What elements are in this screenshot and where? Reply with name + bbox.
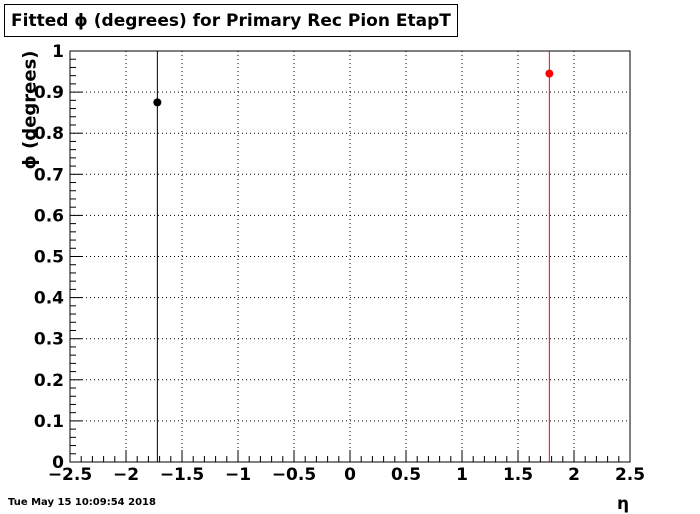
x-axis-label: η — [617, 494, 630, 514]
y-tick-label: 0.5 — [34, 248, 64, 268]
y-tick-label: 1 — [52, 42, 64, 62]
x-tick-label: 0.5 — [391, 465, 421, 485]
timestamp: Tue May 15 10:09:54 2018 — [8, 497, 156, 508]
series-2-point — [545, 69, 554, 78]
x-tick-label: 1 — [456, 465, 468, 485]
y-tick-label: 0.9 — [34, 83, 64, 103]
y-tick-label: 0.6 — [34, 206, 64, 226]
y-tick-label: 0.1 — [34, 412, 64, 432]
x-tick-label: 1.5 — [503, 465, 533, 485]
x-tick-label: −1.5 — [160, 465, 204, 485]
x-tick-label: 0 — [344, 465, 356, 485]
x-tick-label: −1 — [225, 465, 251, 485]
x-tick-label: 2.5 — [615, 465, 645, 485]
y-tick-label: 0.3 — [34, 330, 64, 350]
y-tick-label: 0 — [52, 453, 64, 473]
chart-title: Fitted ϕ (degrees) for Primary Rec Pion … — [4, 4, 458, 37]
x-tick-label: −2.5 — [48, 465, 92, 485]
x-tick-label: −2 — [113, 465, 139, 485]
y-tick-label: 0.2 — [34, 371, 64, 391]
y-tick-label: 0.7 — [34, 165, 64, 185]
series-1-point — [153, 98, 162, 107]
x-tick-label: 2 — [568, 465, 580, 485]
y-axis-label: ϕ (degrees) — [19, 50, 41, 170]
x-tick-label: −0.5 — [272, 465, 316, 485]
y-tick-label: 0.8 — [34, 124, 64, 144]
y-tick-label: 0.4 — [34, 289, 64, 309]
